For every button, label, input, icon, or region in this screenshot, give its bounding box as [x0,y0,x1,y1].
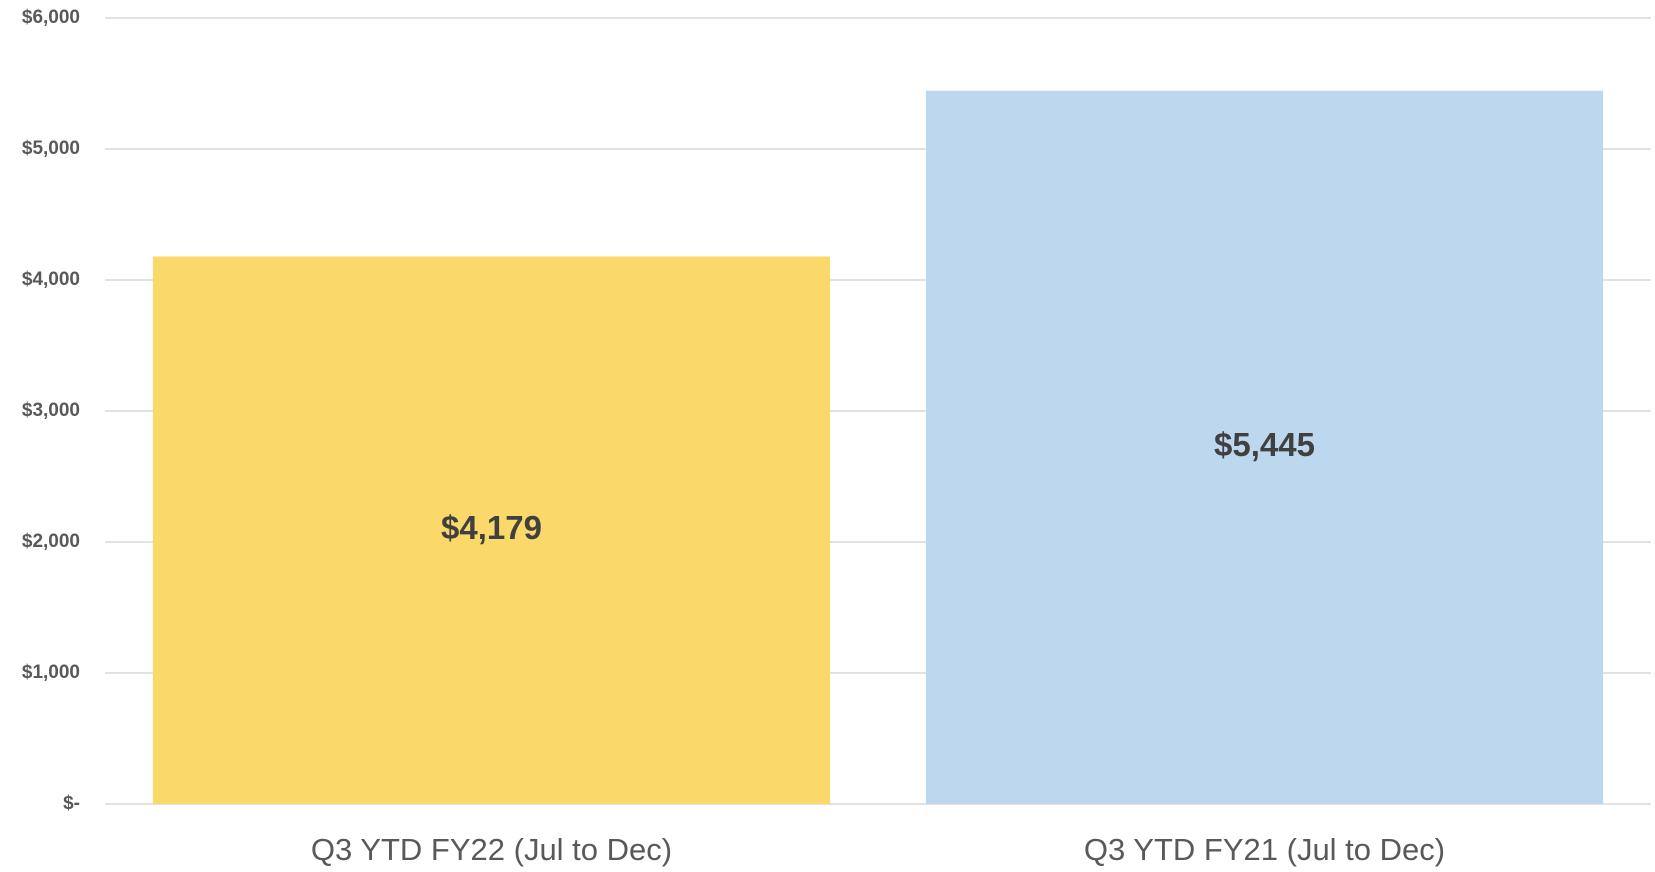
data-label: $4,179 [441,509,542,546]
y-tick-label: $6,000 [22,7,80,28]
y-tick-label: $- [63,793,80,814]
y-tick-label: $3,000 [22,400,80,421]
y-tick-label: $4,000 [22,269,80,290]
data-label: $5,445 [1214,426,1315,463]
bar [152,256,831,804]
x-tick-label: Q3 YTD FY21 (Jul to Dec) [1084,832,1445,867]
y-tick-label: $5,000 [22,138,80,159]
y-tick-label: $2,000 [22,531,80,552]
y-tick-label: $1,000 [22,662,80,683]
bar [925,90,1604,804]
x-tick-label: Q3 YTD FY22 (Jul to Dec) [311,832,672,867]
